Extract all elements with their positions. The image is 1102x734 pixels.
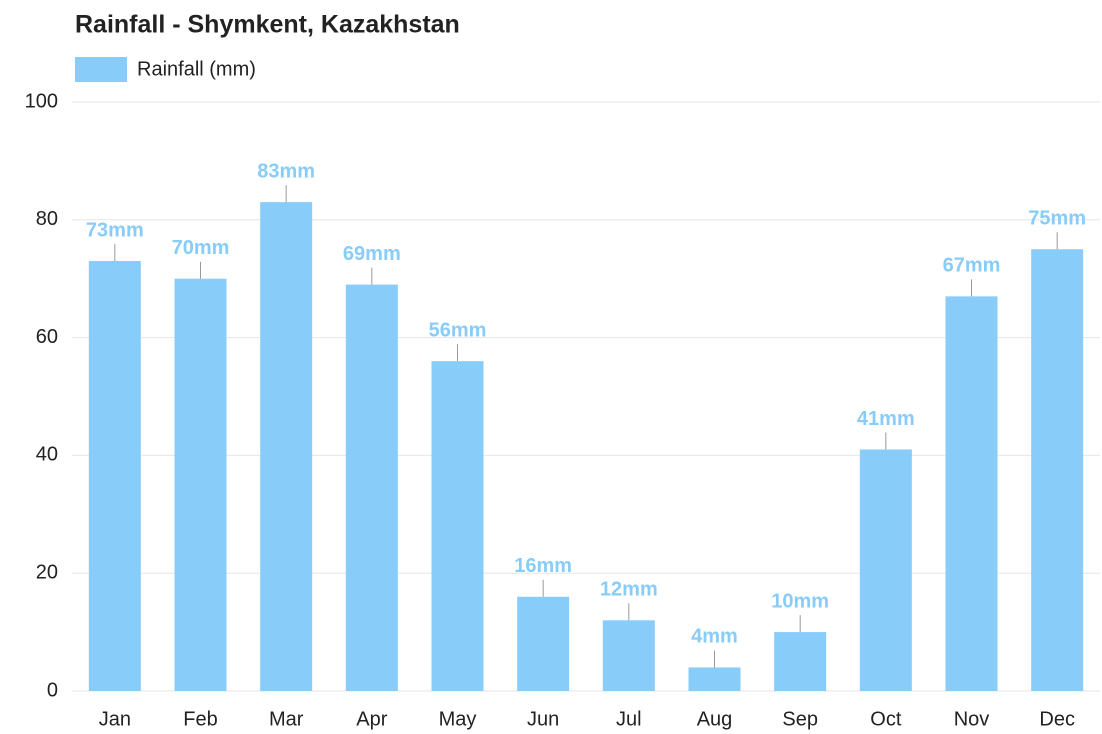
bar [1031,249,1084,691]
value-label: 12mm [600,579,658,601]
y-tick-label: 40 [36,444,58,466]
bar [774,632,827,691]
x-tick-label: Sep [782,708,818,730]
bar [88,261,141,691]
y-tick-label: 0 [47,679,58,701]
x-tick-label: Nov [954,708,990,730]
y-tick-label: 80 [36,208,58,230]
x-tick-label: Jan [99,708,131,730]
value-label: 75mm [1028,208,1086,230]
value-label: 69mm [343,243,401,265]
x-tick-label: Jun [527,708,559,730]
bar [517,596,570,691]
x-tick-label: Oct [870,708,902,730]
y-tick-label: 60 [36,326,58,348]
bar [174,278,227,691]
x-tick-label: May [439,708,477,730]
bar [260,202,313,691]
x-tick-label: Jul [616,708,642,730]
y-tick-label: 20 [36,561,58,583]
x-tick-label: Mar [269,708,304,730]
bar [859,449,912,691]
bar [688,667,741,691]
bar [345,284,398,691]
y-tick-label: 100 [25,90,58,112]
x-tick-label: Dec [1039,708,1075,730]
value-label: 16mm [514,555,572,577]
value-label: 67mm [943,255,1001,277]
bar [602,620,655,691]
x-tick-label: Aug [697,708,733,730]
bar [431,361,484,691]
value-label: 83mm [257,160,315,182]
bar [945,296,998,691]
chart-title: Rainfall - Shymkent, Kazakhstan [75,11,460,39]
value-label: 10mm [771,590,829,612]
legend-swatch [75,57,127,82]
value-label: 73mm [86,219,144,241]
x-tick-label: Feb [183,708,217,730]
value-label: 56mm [429,319,487,341]
value-label: 70mm [172,237,230,259]
value-label: 41mm [857,408,915,430]
value-label: 4mm [691,626,738,648]
x-tick-label: Apr [356,708,387,730]
legend-label: Rainfall (mm) [137,58,256,80]
